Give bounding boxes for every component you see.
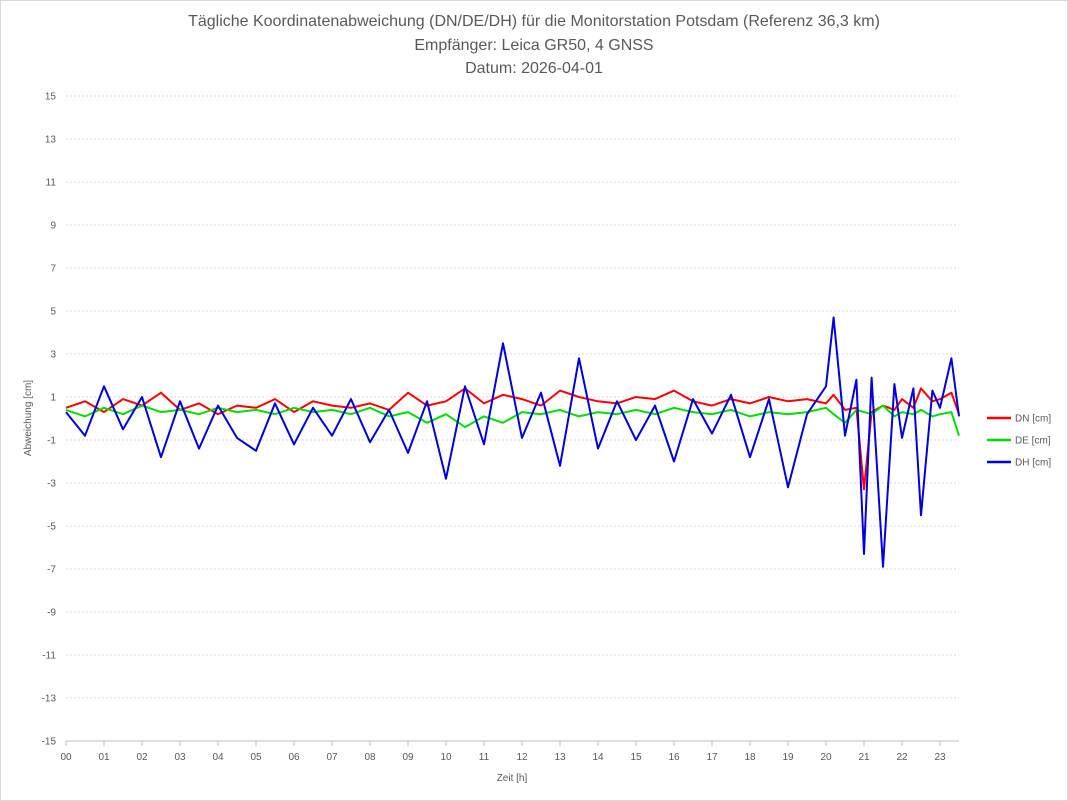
y-tick-label: -15: [42, 737, 57, 748]
x-tick-label: 19: [782, 752, 794, 763]
x-tick-label: 01: [98, 752, 110, 763]
y-tick-label: 7: [50, 264, 56, 275]
x-tick-label: 23: [934, 752, 946, 763]
y-tick-label: -1: [47, 436, 56, 447]
x-tick-label: 12: [516, 752, 528, 763]
legend: DN [cm] DE [cm] DH [cm]: [987, 414, 1051, 469]
x-tick-label: 16: [668, 752, 680, 763]
x-tick-label: 21: [858, 752, 870, 763]
x-tick-label: 14: [592, 752, 604, 763]
x-tick-label: 20: [820, 752, 832, 763]
x-axis-ticks: 00 01 02 03 04 05 06 07 08 09 10 11 12 13 14 15 16 17 18 19…: [60, 741, 946, 763]
x-tick-label: 17: [706, 752, 718, 763]
x-tick-label: 06: [288, 752, 300, 763]
x-axis-label: Zeit [h]: [497, 773, 528, 784]
x-tick-label: 07: [326, 752, 338, 763]
y-tick-label: -11: [42, 651, 56, 662]
x-tick-label: 13: [554, 752, 566, 763]
x-tick-label: 03: [174, 752, 186, 763]
y-tick-label: -3: [47, 479, 56, 490]
x-tick-label: 02: [136, 752, 148, 763]
legend-label: DE [cm]: [1015, 436, 1051, 447]
y-tick-label: -7: [47, 565, 56, 576]
y-tick-label: 1: [50, 393, 56, 404]
y-tick-label: 9: [50, 221, 56, 232]
y-tick-label: 15: [45, 92, 57, 103]
legend-label: DN [cm]: [1015, 414, 1051, 425]
x-tick-label: 10: [440, 752, 452, 763]
series-line-dh: [65, 316, 960, 568]
y-tick-label: -5: [47, 522, 56, 533]
x-tick-label: 00: [60, 752, 72, 763]
x-tick-label: 04: [212, 752, 224, 763]
y-tick-label: 3: [50, 350, 56, 361]
series-line-de: [65, 404, 960, 437]
y-tick-label: -9: [47, 608, 56, 619]
legend-label: DH [cm]: [1015, 458, 1051, 469]
chart-date: Datum: 2026-04-01: [465, 60, 603, 77]
gridlines: [66, 95, 959, 699]
y-axis-label: Abweichung [cm]: [23, 380, 34, 456]
chart-title: Tägliche Koordinatenabweichung (DN/DE/DH…: [188, 13, 880, 30]
x-tick-label: 09: [402, 752, 414, 763]
x-tick-label: 11: [479, 752, 490, 763]
y-tick-label: -13: [42, 694, 57, 705]
y-tick-label: 13: [45, 135, 57, 146]
y-axis-ticks: 15 13 11 9 7 5 3 1 -1 -3 -5 -7 -9 -11 -13 -15: [42, 92, 57, 748]
series-lines: [65, 316, 960, 568]
y-tick-label: 5: [50, 307, 56, 318]
x-tick-label: 18: [744, 752, 756, 763]
x-tick-label: 05: [250, 752, 262, 763]
chart-subtitle: Empfänger: Leica GR50, 4 GNSS: [414, 37, 654, 54]
x-tick-label: 15: [630, 752, 642, 763]
series-line-dn: [65, 387, 960, 491]
x-tick-label: 08: [364, 752, 376, 763]
x-tick-label: 22: [896, 752, 908, 763]
y-tick-label: 11: [46, 178, 57, 189]
